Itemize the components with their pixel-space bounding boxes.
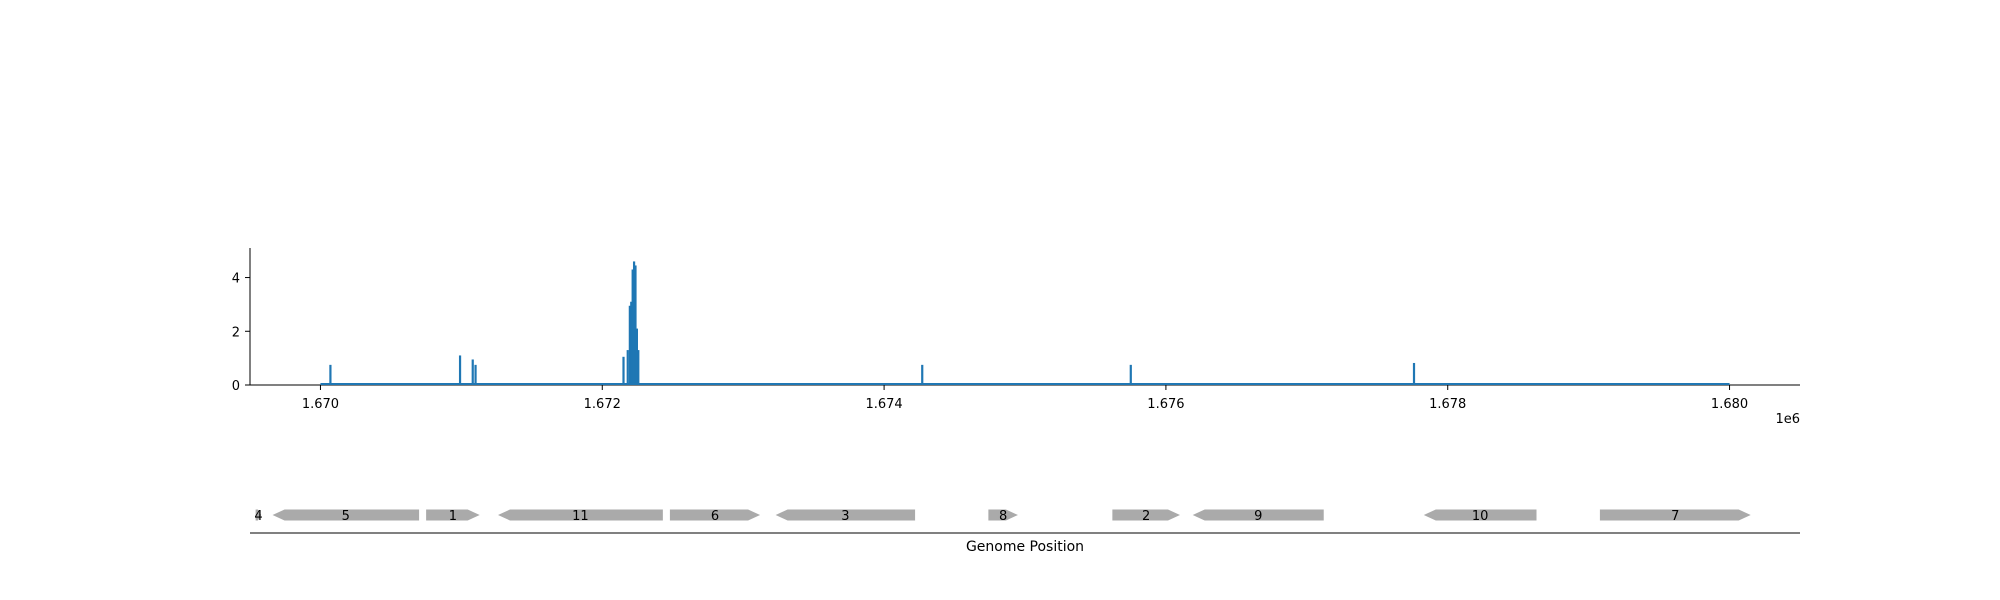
coverage-bar bbox=[628, 305, 631, 385]
gene-label: 4 bbox=[254, 509, 262, 524]
gene-arrow bbox=[1192, 509, 1324, 521]
coverage-bar bbox=[921, 364, 924, 385]
gene-label: 6 bbox=[711, 509, 719, 524]
coverage-plot: 0 2 4 1.670 1.672 1.674 1.676 1.678 1.680 1e6 bbox=[232, 248, 1800, 427]
x-tick-label: 1.676 bbox=[1147, 397, 1184, 412]
gene-arrow bbox=[255, 509, 262, 521]
coverage-bar bbox=[635, 328, 638, 385]
coverage-bar bbox=[630, 301, 633, 385]
gene-track: 4 5 1 11 6 3 8 2 9 10 7 Genome Position bbox=[250, 509, 1800, 555]
coverage-bar bbox=[474, 364, 477, 385]
x-tick-label: 1.672 bbox=[584, 397, 621, 412]
coverage-bar bbox=[622, 356, 625, 385]
coverage-bar bbox=[634, 265, 637, 385]
y-tick-label: 2 bbox=[232, 325, 240, 340]
coverage-bar bbox=[458, 355, 462, 385]
gene-arrow bbox=[498, 509, 663, 521]
x-axis-ticks: 1.670 1.672 1.674 1.676 1.678 1.680 bbox=[302, 385, 1748, 412]
x-tick-label: 1.678 bbox=[1429, 397, 1466, 412]
gene-label: 2 bbox=[1142, 509, 1150, 524]
coverage-bar bbox=[631, 269, 634, 385]
gene-arrow bbox=[988, 509, 1018, 521]
x-tick-label: 1.670 bbox=[302, 397, 339, 412]
gene-arrow bbox=[1599, 509, 1751, 521]
coverage-bar bbox=[1412, 362, 1416, 385]
gene-label: 11 bbox=[572, 509, 589, 524]
gene-arrow bbox=[775, 509, 916, 521]
gene-label: 5 bbox=[342, 509, 350, 524]
coverage-bar bbox=[632, 261, 636, 385]
gene-label: 10 bbox=[1472, 509, 1489, 524]
x-axis-title: Genome Position bbox=[966, 539, 1084, 555]
coverage-bars bbox=[320, 261, 1730, 385]
coverage-bar bbox=[637, 350, 640, 385]
gene-arrows: 4 5 1 11 6 3 8 2 9 10 7 bbox=[254, 509, 1751, 524]
gene-label: 1 bbox=[449, 509, 457, 524]
gene-label: 9 bbox=[1254, 509, 1262, 524]
coverage-bar bbox=[329, 364, 332, 385]
coverage-bar bbox=[1129, 364, 1132, 385]
gene-label: 7 bbox=[1671, 509, 1679, 524]
gene-label: 8 bbox=[999, 509, 1007, 524]
gene-arrow bbox=[272, 509, 420, 521]
coverage-bar bbox=[626, 350, 629, 385]
y-tick-label: 0 bbox=[232, 379, 240, 394]
x-tick-label: 1.680 bbox=[1711, 397, 1748, 412]
coverage-bar bbox=[471, 359, 474, 385]
gene-label: 3 bbox=[841, 509, 849, 524]
y-tick-label: 4 bbox=[232, 272, 240, 287]
y-axis-ticks: 0 2 4 bbox=[232, 272, 250, 394]
gene-arrow bbox=[1112, 509, 1180, 521]
x-axis-offset-label: 1e6 bbox=[1775, 412, 1800, 427]
gene-arrow bbox=[1423, 509, 1537, 521]
gene-arrow bbox=[426, 509, 480, 521]
x-tick-label: 1.674 bbox=[865, 397, 902, 412]
gene-arrow bbox=[669, 509, 761, 521]
